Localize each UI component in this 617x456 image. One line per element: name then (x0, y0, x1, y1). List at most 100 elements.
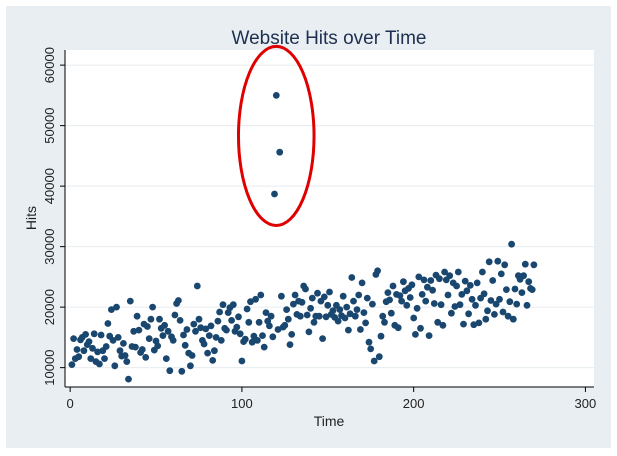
data-point (205, 332, 213, 339)
data-point (114, 334, 122, 341)
data-point (465, 310, 472, 318)
x-axis-title: Time (314, 413, 345, 429)
data-point (236, 330, 244, 338)
data-point (365, 338, 373, 346)
y-tick-label: 60000 (42, 47, 57, 83)
data-point (307, 304, 314, 312)
data-point (398, 297, 405, 305)
data-point (314, 289, 321, 297)
data-point (219, 301, 227, 309)
data-point (461, 277, 469, 285)
data-point (125, 375, 132, 383)
data-point (161, 321, 169, 329)
data-point (243, 305, 251, 313)
data-point (228, 317, 236, 324)
data-point (296, 312, 304, 320)
grid-layer (65, 64, 594, 369)
data-point (267, 312, 275, 320)
data-point (269, 333, 277, 341)
data-point (444, 291, 452, 299)
data-point (430, 300, 438, 307)
data-point (217, 337, 225, 344)
data-point (123, 358, 131, 365)
data-point (145, 335, 153, 342)
data-point (266, 322, 273, 330)
data-point (446, 272, 454, 280)
data-point (108, 306, 115, 313)
data-point (369, 300, 376, 308)
data-point (525, 278, 533, 286)
data-point (190, 320, 198, 328)
data-point (506, 298, 514, 306)
data-point (241, 335, 249, 343)
data-point (109, 337, 117, 344)
data-point (214, 317, 222, 325)
data-point (159, 332, 167, 339)
data-point (255, 318, 263, 326)
data-point (375, 353, 383, 361)
data-point (454, 268, 462, 276)
data-point (326, 288, 333, 296)
data-point (468, 295, 476, 303)
data-point (339, 292, 347, 300)
data-point (487, 297, 495, 304)
data-point (315, 312, 323, 320)
data-point (355, 291, 363, 299)
axis-layer (64, 50, 594, 388)
data-point (518, 289, 526, 296)
data-point (286, 341, 294, 348)
data-point (260, 343, 268, 351)
data-point (360, 309, 368, 316)
data-point (254, 337, 261, 344)
data-point (262, 309, 270, 316)
data-point (320, 293, 328, 301)
data-point (276, 148, 284, 156)
data-point (484, 307, 491, 315)
data-point (322, 313, 330, 321)
data-point (463, 287, 471, 295)
data-point (473, 279, 481, 287)
data-point (346, 310, 354, 318)
data-point (479, 268, 486, 276)
data-point (406, 294, 414, 301)
data-point (439, 321, 447, 329)
data-point (521, 260, 529, 268)
data-point (257, 291, 265, 299)
data-point (336, 306, 344, 313)
data-point (204, 349, 212, 357)
data-point (396, 292, 404, 299)
data-point (513, 300, 521, 308)
data-point (425, 332, 433, 339)
y-tick-label: 10000 (42, 350, 57, 386)
data-point (121, 352, 129, 359)
data-point (377, 332, 385, 340)
data-point (281, 321, 289, 329)
data-point (247, 298, 254, 306)
data-point (362, 319, 369, 327)
data-point (499, 308, 507, 316)
data-point (389, 282, 397, 290)
data-point (310, 318, 318, 326)
data-point (169, 337, 177, 344)
data-point (142, 354, 150, 361)
data-point (216, 308, 224, 316)
data-point (283, 306, 290, 313)
data-point (418, 291, 426, 298)
x-tick-label: 300 (575, 396, 597, 411)
data-point (345, 326, 352, 334)
data-point (284, 315, 292, 323)
data-point (348, 274, 356, 281)
plot-area (65, 50, 594, 387)
data-point (520, 272, 527, 280)
point-layer (68, 92, 538, 383)
data-point (420, 276, 428, 284)
data-point (489, 277, 497, 284)
data-point (235, 313, 242, 321)
y-axis-title: Hits (23, 206, 39, 230)
data-point (509, 315, 517, 323)
data-point (209, 357, 217, 364)
data-point (400, 278, 407, 286)
data-point (508, 240, 515, 248)
data-point (492, 300, 500, 308)
